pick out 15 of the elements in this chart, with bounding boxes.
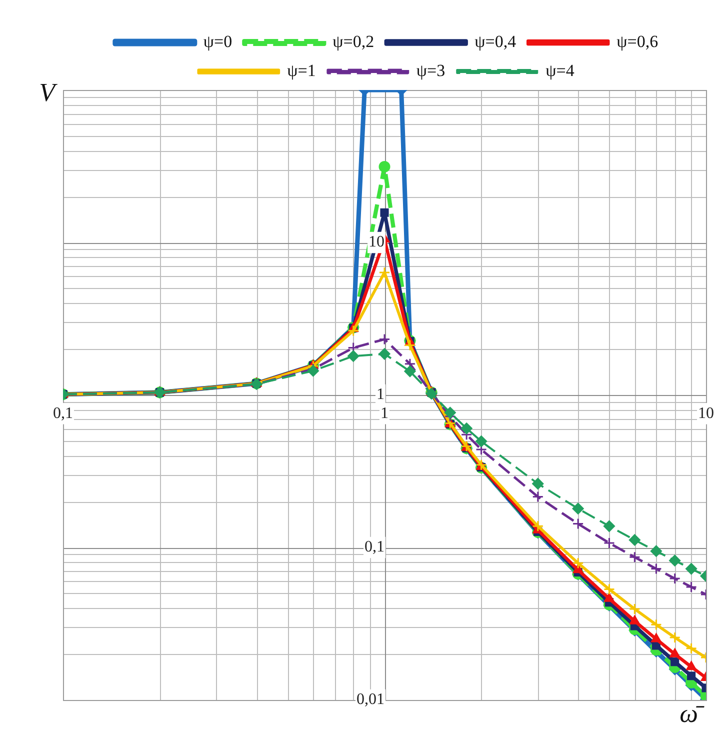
x-tick-label: 10 [698, 404, 714, 422]
x-axis-title: ω̄ [680, 698, 705, 728]
y-axis-title: V [39, 78, 58, 107]
legend-label: ψ=3 [416, 60, 446, 80]
y-tick-label: 10 [368, 234, 384, 251]
y-tick-label: 0,1 [364, 538, 384, 556]
x-tick-label: 0,1 [53, 404, 73, 422]
y-tick-label: 0,01 [356, 691, 384, 708]
legend-label: ψ=0 [203, 32, 232, 51]
legend-label: ψ=4 [546, 60, 575, 80]
legend-label: ψ=0,6 [616, 32, 658, 51]
legend-label: ψ=0,4 [474, 32, 517, 51]
legend-label: ψ=0,2 [332, 32, 374, 51]
y-tick-label: 1 [376, 386, 384, 404]
legend-label: ψ=1 [287, 60, 316, 80]
